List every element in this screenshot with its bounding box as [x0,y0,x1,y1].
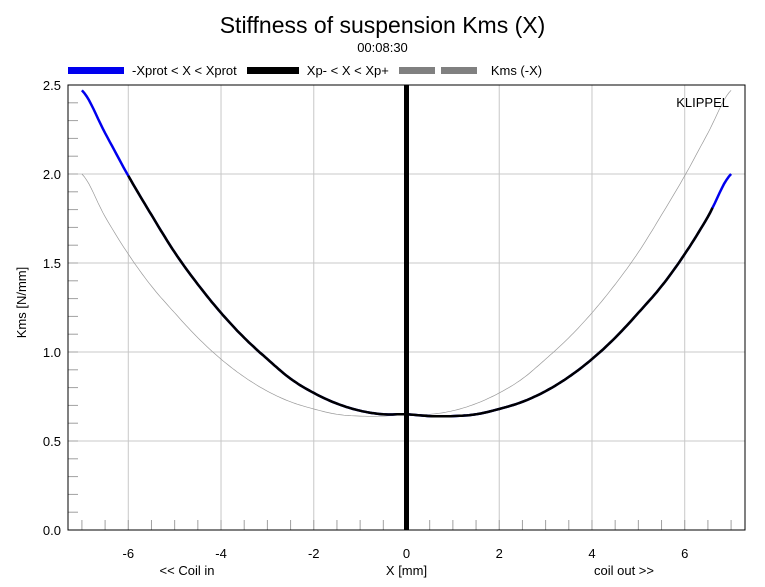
tick-labels: -6 -4 -2 0 2 4 6 0.0 0.5 1.0 1.5 2.0 2.5 [43,78,688,561]
x-tick-label: 6 [681,546,688,561]
x-tick-label: 4 [588,546,595,561]
minor-ticks [68,84,732,531]
legend-swatch-blue [68,66,124,74]
series-group [80,85,733,530]
plot-frame [67,84,746,531]
x-tick-label: -4 [215,546,227,561]
series-line-xp [127,175,714,418]
legend-item-mirror: Kms (-X) [398,62,546,78]
y-tick-label: 0.0 [43,523,61,538]
y-axis-title: Kms [N/mm] [14,267,29,339]
legend-item-xprot: -Xprot < X < Xprot [68,63,241,78]
x-tick-label: -2 [308,546,320,561]
legend-swatch-black [246,66,299,74]
legend-item-xp: Xp- < X < Xp+ [246,62,393,78]
x-tick-label: 2 [496,546,503,561]
y-tick-label: 1.0 [43,345,61,360]
legend: -Xprot < X < Xprot Xp- < X < Xp+ Kms (-X… [68,62,552,78]
legend-swatch-gray-2 [440,66,477,74]
watermark-label: KLIPPEL [676,95,729,110]
y-tick-label: 1.5 [43,256,61,271]
legend-label-xp: Xp- < X < Xp+ [306,62,389,78]
x-tick-label: -6 [122,546,134,561]
legend-swatch-gray-1 [398,66,435,74]
chart-subtitle: 00:08:30 [357,40,408,55]
legend-label-mirror: Kms (-X) [490,62,543,78]
x-tick-label: 0 [403,546,410,561]
legend-label-xprot: -Xprot < X < Xprot [132,62,237,78]
x-axis-left-note: << Coil in [160,563,215,578]
chart-title: Stiffness of suspension Kms (X) [219,12,546,38]
x-axis-right-note: coil out >> [594,563,654,578]
y-tick-label: 0.5 [43,434,61,449]
y-tick-label: 2.0 [43,167,61,182]
x-axis-title: X [mm] [386,563,427,578]
y-tick-label: 2.5 [43,78,61,93]
